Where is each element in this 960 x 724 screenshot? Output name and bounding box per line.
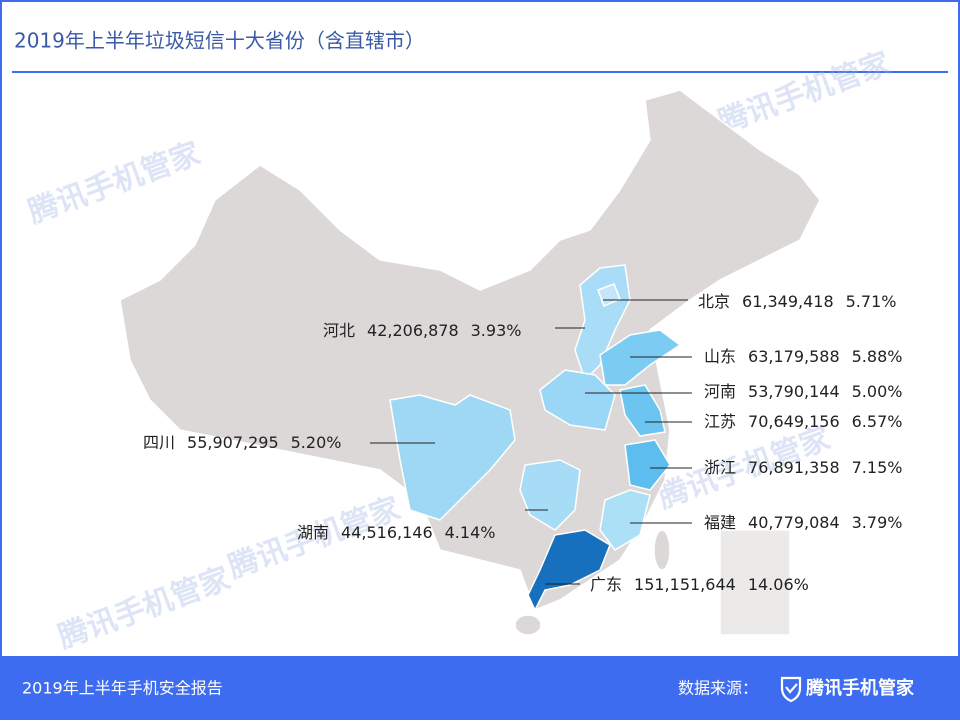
province-sichuan	[389, 394, 516, 521]
province-label: 江苏 70,649,156 6.57%	[704, 412, 902, 431]
province-henan	[539, 369, 616, 431]
province-label: 河南 53,790,144 5.00%	[704, 382, 902, 401]
province-label: 浙江 76,891,358 7.15%	[704, 458, 902, 477]
province-name: 山东	[704, 347, 736, 366]
province-label: 广东 151,151,644 14.06%	[590, 575, 809, 594]
footer-brand: 腾讯手机管家	[806, 677, 915, 699]
province-count: 61,349,418	[742, 292, 834, 311]
province-share: 5.71%	[846, 292, 897, 311]
province-count: 151,151,644	[634, 575, 736, 594]
province-count: 63,179,588	[748, 347, 840, 366]
provinces	[389, 264, 682, 612]
province-count: 44,516,146	[341, 523, 433, 542]
province-name: 江苏	[704, 412, 736, 431]
province-label: 福建 40,779,084 3.79%	[704, 513, 902, 532]
province-share: 3.93%	[471, 321, 522, 340]
province-share: 3.79%	[852, 513, 903, 532]
province-share: 5.00%	[852, 382, 903, 401]
province-label: 湖南 44,516,146 4.14%	[297, 523, 495, 542]
province-count: 42,206,878	[367, 321, 459, 340]
province-count: 53,790,144	[748, 382, 840, 401]
province-name: 四川	[143, 433, 175, 452]
footer-source: 数据来源：	[678, 679, 758, 698]
province-zhejiang	[624, 439, 671, 491]
province-jiangsu	[619, 384, 666, 437]
province-name: 福建	[704, 513, 736, 532]
taiwan	[653, 529, 671, 571]
footer-report: 2019年上半年手机安全报告	[22, 679, 223, 698]
brand-icon	[780, 676, 802, 703]
province-guangdong	[527, 529, 611, 612]
title: 2019年上半年垃圾短信十大省份（含直辖市）	[14, 29, 425, 53]
province-share: 14.06%	[748, 575, 809, 594]
province-share: 4.14%	[445, 523, 496, 542]
province-fujian	[599, 489, 651, 551]
province-hunan	[519, 459, 581, 531]
province-share: 5.88%	[852, 347, 903, 366]
sea-inset	[719, 529, 791, 636]
province-count: 55,907,295	[187, 433, 279, 452]
province-label: 河北 42,206,878 3.93%	[323, 321, 521, 340]
province-share: 5.20%	[291, 433, 342, 452]
province-name: 河北	[323, 321, 355, 340]
province-label: 北京 61,349,418 5.71%	[698, 292, 896, 311]
province-label: 山东 63,179,588 5.88%	[704, 347, 902, 366]
province-count: 70,649,156	[748, 412, 840, 431]
province-name: 湖南	[297, 523, 329, 542]
province-labels: 北京 61,349,418 5.71% 河北 42,206,878 3.93% 山东 63,1…	[143, 292, 902, 594]
province-count: 40,779,084	[748, 513, 840, 532]
hainan	[514, 614, 542, 636]
province-name: 广东	[590, 575, 622, 594]
province-share: 6.57%	[852, 412, 903, 431]
province-share: 7.15%	[852, 458, 903, 477]
province-name: 河南	[704, 382, 736, 401]
province-label: 四川 55,907,295 5.20%	[143, 433, 341, 452]
province-name: 北京	[698, 292, 730, 311]
province-count: 76,891,358	[748, 458, 840, 477]
province-name: 浙江	[704, 458, 736, 477]
